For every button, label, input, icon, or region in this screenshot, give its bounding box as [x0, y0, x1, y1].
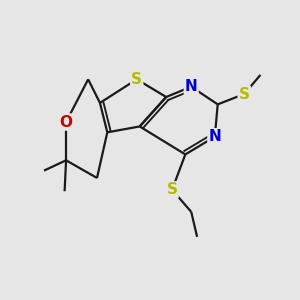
Text: S: S: [131, 72, 142, 87]
Text: N: N: [208, 129, 221, 144]
Text: S: S: [167, 182, 178, 197]
Text: O: O: [60, 115, 73, 130]
Text: S: S: [239, 87, 250, 102]
Text: N: N: [185, 79, 198, 94]
